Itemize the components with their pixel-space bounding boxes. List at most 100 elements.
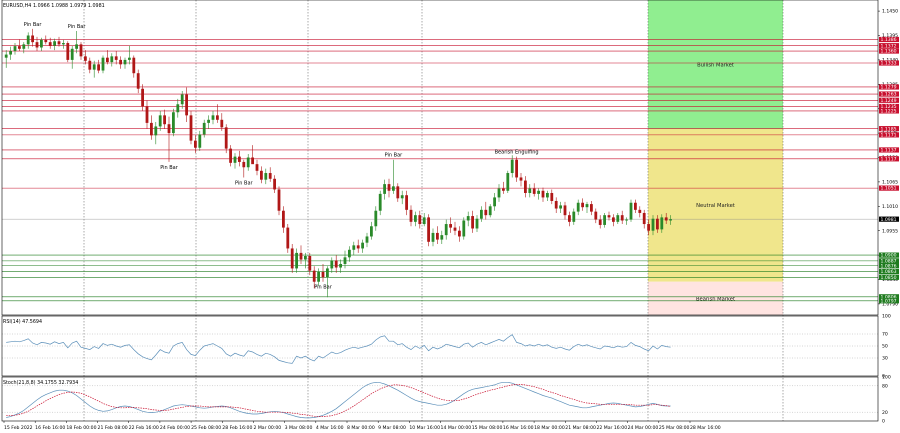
zone-2: [648, 281, 783, 315]
annotation-0: Pin Bar: [24, 22, 43, 28]
support-tag-5-text: 1.0806: [881, 294, 897, 300]
candle-body-88: [392, 186, 395, 191]
candle-body-136: [603, 215, 606, 225]
candle-body-47: [211, 115, 215, 120]
candle-body-99: [440, 235, 444, 240]
current-price-tag-bg: [879, 216, 899, 222]
candle-body-66: [295, 252, 298, 269]
candle-body-53: [238, 156, 241, 162]
candle-body-137: [607, 215, 611, 218]
resistance-tag-0-bg: [879, 36, 899, 43]
candle-body-1: [9, 51, 12, 55]
candle-body-111: [493, 197, 496, 207]
candle-body-38: [172, 112, 175, 134]
candle-body-63: [282, 210, 285, 228]
candle-body-116: [515, 159, 518, 178]
candle-body-11: [53, 41, 56, 46]
candle-body-82: [365, 236, 369, 243]
candle-body-103: [458, 230, 461, 237]
time-label-2: 18 Feb 00:00: [66, 425, 96, 431]
candle-body-110: [488, 206, 492, 216]
candle-body-102: [453, 227, 457, 231]
candle-body-86: [383, 184, 386, 194]
resistance-tag-6-bg: [879, 97, 899, 103]
time-gridlines: [83, 0, 784, 421]
rsi-panel: 100 70 50 30 0: [2, 314, 891, 380]
rsi-tick-0: 100: [882, 314, 891, 320]
candle-body-30: [136, 73, 140, 89]
zone-0: [648, 0, 783, 129]
resistance-tag-8-text: 1.1225: [881, 109, 897, 115]
annotation-1: Pin Bar: [68, 24, 87, 30]
candle-body-9: [44, 39, 48, 43]
candle-body-115: [510, 159, 514, 174]
zone-1: [648, 128, 783, 282]
time-label-11: 8 Mar 00:00: [347, 425, 375, 431]
candle-body-55: [246, 157, 250, 168]
candle-body-73: [326, 268, 329, 278]
candle-body-120: [532, 188, 536, 194]
candle-body-20: [92, 64, 96, 70]
resistance-tag-3-bg: [879, 60, 899, 66]
candle-body-25: [114, 56, 118, 60]
candle-body-12: [57, 41, 61, 45]
candle-body-21: [97, 64, 100, 71]
candle-body-119: [528, 188, 532, 193]
resistance-tag-12-text: 1.1117: [881, 156, 897, 162]
candle-body-95: [422, 217, 426, 225]
candle-body-107: [475, 218, 479, 229]
candle-body-91: [405, 195, 408, 210]
annotation-4: Pin Bar: [314, 285, 333, 291]
candle-body-74: [330, 260, 334, 269]
support-tag-0-text: 1.0900: [881, 253, 897, 259]
resistance-tag-1-bg: [879, 43, 899, 49]
candle-body-68: [304, 255, 307, 260]
candle-body-43: [194, 140, 197, 148]
resistance-tag-7-text: 1.1235: [881, 104, 897, 110]
time-label-13: 10 Mar 16:00: [409, 425, 440, 431]
time-axis: 15 Feb 2022 16 Feb 16:00 18 Feb 00:00 21 Fe…: [3, 421, 721, 431]
candle-body-50: [224, 127, 228, 149]
candle-body-59: [264, 173, 268, 180]
candle-body-18: [84, 56, 87, 61]
resistance-tag-10-text: 1.1171: [881, 132, 897, 138]
resistance-tag-3-text: 1.1333: [881, 61, 897, 67]
candle-body-150: [664, 217, 668, 221]
candle-body-28: [128, 57, 131, 60]
time-label-6: 25 Feb 08:00: [191, 425, 221, 431]
resistance-tag-5-bg: [879, 91, 899, 97]
candle-body-27: [123, 59, 127, 65]
time-label-0: 15 Feb 2022: [4, 425, 33, 431]
time-label-22: 28 Mar 16:00: [690, 425, 721, 431]
candle-body-90: [400, 195, 404, 199]
time-label-7: 28 Feb 16:00: [222, 425, 252, 431]
candlesticks: [4, 28, 672, 298]
candle-body-4: [22, 44, 26, 49]
time-label-15: 15 Mar 08:00: [472, 425, 503, 431]
candle-body-10: [48, 42, 52, 46]
candle-body-128: [568, 215, 571, 222]
candle-body-29: [132, 57, 136, 74]
time-label-9: 3 Mar 08:00: [285, 425, 313, 431]
candle-body-145: [642, 212, 646, 225]
rsi-tick-3: 30: [882, 356, 888, 362]
candle-body-93: [414, 215, 417, 222]
candle-body-23: [106, 57, 109, 63]
support-tag-3-text: 1.0863: [881, 269, 897, 275]
candle-body-135: [598, 219, 602, 225]
time-label-19: 22 Mar 16:00: [596, 425, 627, 431]
candle-body-109: [484, 209, 488, 216]
price-levels: [2, 39, 878, 302]
resistance-tag-11-bg: [879, 147, 899, 153]
candle-body-79: [352, 245, 356, 250]
candle-body-104: [462, 220, 466, 237]
support-tag-2-text: 1.0876: [881, 263, 897, 269]
candle-body-125: [554, 200, 558, 209]
candle-body-112: [497, 188, 501, 198]
annotation-2: Pin Bar: [160, 165, 179, 171]
candle-body-76: [339, 263, 342, 268]
resistance-tag-2-text: 1.1360: [881, 49, 897, 55]
candle-body-22: [101, 57, 105, 71]
candle-body-33: [150, 122, 153, 136]
candle-body-146: [647, 224, 650, 231]
